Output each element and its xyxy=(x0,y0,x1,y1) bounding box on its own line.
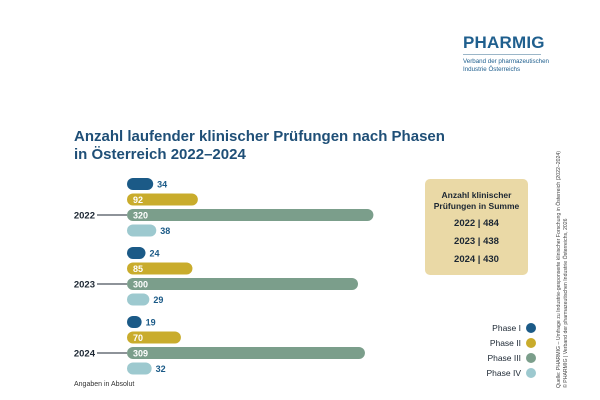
summary-total-2024: 2024 | 430 xyxy=(454,254,499,265)
bar-2024-phase-3 xyxy=(127,347,365,359)
legend-label: Phase II xyxy=(489,337,521,348)
logo-subtitle-line1: Verband der pharmazeutischen xyxy=(463,58,549,65)
bar-2022-phase-1 xyxy=(127,178,154,190)
chart-title-line1: Anzahl laufender klinischer Prüfungen na… xyxy=(74,128,445,145)
legend-label: Phase IV xyxy=(486,367,522,378)
summary-total-2023: 2023 | 438 xyxy=(454,236,499,247)
summary-title: Anzahl klinischer Prüfungen in Summe xyxy=(425,190,528,212)
bar-2024-phase-4 xyxy=(127,362,152,375)
legend-item-phase-3: Phase III xyxy=(462,350,536,365)
chart-legend: Phase I Phase II Phase III Phase IV xyxy=(462,320,536,380)
legend-swatch-phase-4 xyxy=(526,367,536,378)
bar-2022-phase-3 xyxy=(127,209,374,221)
value-label-2022-phase-4: 38 xyxy=(160,226,170,236)
value-label-2022-phase-2: 92 xyxy=(133,195,143,205)
source-line1: Quelle: PHARMIG – Umfrage zu Industrie-g… xyxy=(556,150,562,388)
bar-2023-phase-4 xyxy=(127,293,150,306)
legend-swatch-phase-1 xyxy=(526,322,536,333)
value-label-2024-phase-2: 70 xyxy=(133,333,143,343)
legend-item-phase-2: Phase II xyxy=(462,335,536,350)
source-note: Quelle: PHARMIG – Umfrage zu Industrie-g… xyxy=(556,98,570,388)
bar-2024-phase-2 xyxy=(127,331,181,344)
logo-name: PHARMIG xyxy=(463,33,545,52)
pharmig-logo: PHARMIG Verband der pharmazeutischen Ind… xyxy=(463,34,573,74)
legend-label: Phase I xyxy=(492,322,521,333)
bar-2022-phase-4 xyxy=(127,224,157,237)
summary-box: Anzahl klinischer Prüfungen in Summe 202… xyxy=(425,179,528,275)
chart-title-line2: in Österreich 2022–2024 xyxy=(74,146,246,163)
legend-label: Phase III xyxy=(487,352,521,363)
value-label-2023-phase-3: 300 xyxy=(133,280,148,290)
value-label-2022-phase-1: 34 xyxy=(157,180,167,190)
year-label-2024: 2024 xyxy=(74,349,96,360)
summary-total-2022: 2022 | 484 xyxy=(454,218,499,229)
bar-2023-phase-3 xyxy=(127,278,358,290)
bar-2023-phase-1 xyxy=(127,247,146,259)
logo-subtitle-line2: Industrie Österreichs xyxy=(463,66,521,73)
logo-divider xyxy=(463,54,541,55)
legend-swatch-phase-3 xyxy=(526,352,536,363)
value-label-2023-phase-4: 29 xyxy=(153,295,163,305)
bar-2022-phase-2 xyxy=(127,193,198,206)
chart-title: Anzahl laufender klinischer Prüfungen na… xyxy=(74,128,454,164)
summary-title-line1: Anzahl klinischer xyxy=(441,190,512,200)
value-label-2024-phase-1: 19 xyxy=(146,318,156,328)
value-label-2022-phase-3: 320 xyxy=(133,211,148,221)
summary-title-line2: Prüfungen in Summe xyxy=(433,201,520,211)
year-label-2023: 2023 xyxy=(74,280,95,291)
value-label-2024-phase-3: 309 xyxy=(133,349,148,359)
value-label-2023-phase-2: 85 xyxy=(133,264,143,274)
year-label-2022: 2022 xyxy=(74,211,95,222)
legend-swatch-phase-2 xyxy=(526,337,536,348)
value-label-2024-phase-4: 32 xyxy=(156,364,166,374)
legend-item-phase-1: Phase I xyxy=(462,320,536,335)
bar-2023-phase-2 xyxy=(127,262,193,275)
bar-2024-phase-1 xyxy=(127,316,142,328)
value-label-2023-phase-1: 24 xyxy=(149,249,159,259)
source-line2: © PHARMIG | Verband der pharmazeutischen… xyxy=(563,218,569,388)
unit-footnote: Angaben in Absolut xyxy=(74,381,135,388)
legend-item-phase-4: Phase IV xyxy=(462,365,536,380)
